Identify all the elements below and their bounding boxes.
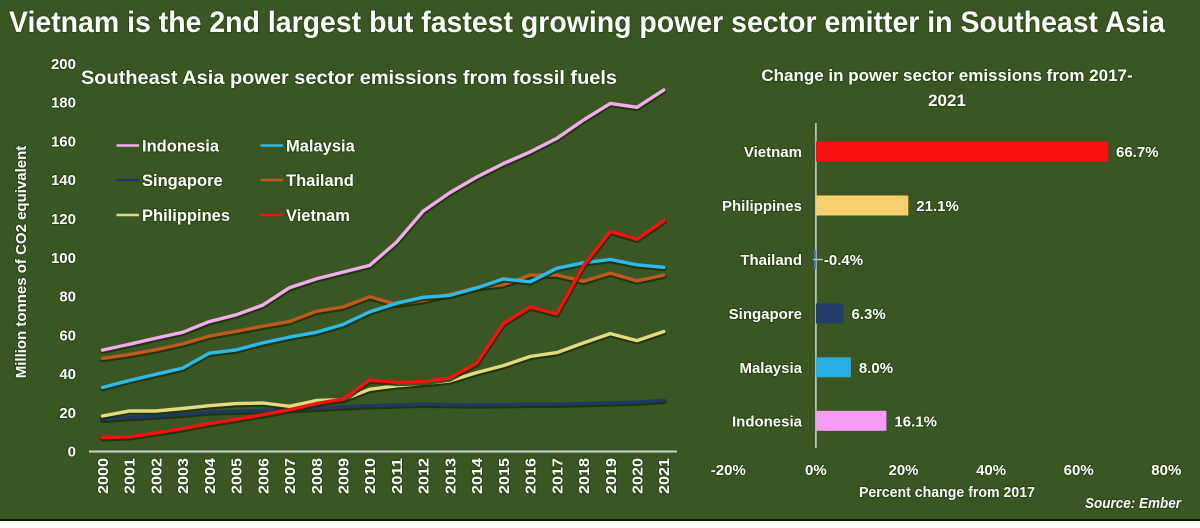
svg-text:60%: 60%: [1064, 462, 1094, 479]
svg-text:2021: 2021: [928, 91, 966, 110]
svg-text:2017: 2017: [549, 458, 566, 494]
svg-text:-20%: -20%: [711, 462, 746, 479]
svg-text:80%: 80%: [1151, 462, 1181, 479]
svg-text:2007: 2007: [282, 458, 299, 494]
svg-text:Vietnam: Vietnam: [744, 144, 802, 161]
svg-text:Source: Ember: Source: Ember: [1085, 495, 1182, 512]
svg-text:200: 200: [51, 56, 76, 73]
svg-text:2005: 2005: [229, 458, 246, 494]
svg-text:2008: 2008: [309, 458, 326, 494]
svg-text:20: 20: [59, 405, 76, 422]
svg-text:16.1%: 16.1%: [894, 414, 937, 431]
svg-text:Million tonnes of CO2 equivale: Million tonnes of CO2 equivalent: [13, 146, 30, 379]
svg-text:Percent change from 2017: Percent change from 2017: [859, 484, 1035, 501]
svg-text:Thailand: Thailand: [286, 172, 354, 190]
svg-text:2012: 2012: [416, 458, 433, 494]
svg-text:160: 160: [51, 134, 76, 151]
svg-text:Southeast Asia power sector em: Southeast Asia power sector emissions fr…: [81, 68, 617, 89]
svg-text:Philippines: Philippines: [142, 207, 230, 225]
svg-text:2020: 2020: [630, 458, 647, 494]
svg-text:Indonesia: Indonesia: [142, 138, 220, 156]
svg-text:20%: 20%: [888, 462, 918, 479]
svg-text:Thailand: Thailand: [740, 252, 802, 269]
svg-text:180: 180: [51, 95, 76, 112]
svg-text:40: 40: [59, 366, 76, 383]
svg-text:Malaysia: Malaysia: [739, 360, 802, 377]
svg-text:Malaysia: Malaysia: [286, 138, 356, 156]
svg-text:2000: 2000: [95, 458, 112, 494]
svg-text:Philippines: Philippines: [722, 198, 802, 215]
svg-text:100: 100: [51, 250, 76, 267]
svg-text:2006: 2006: [255, 458, 272, 494]
svg-text:2021: 2021: [656, 458, 673, 494]
svg-text:Indonesia: Indonesia: [732, 414, 803, 431]
svg-text:2002: 2002: [148, 458, 165, 494]
svg-text:2001: 2001: [122, 458, 139, 494]
svg-text:66.7%: 66.7%: [1116, 144, 1159, 161]
svg-text:Singapore: Singapore: [142, 172, 223, 190]
svg-text:140: 140: [51, 172, 76, 189]
svg-text:Vietnam: Vietnam: [286, 207, 350, 225]
svg-text:0%: 0%: [805, 462, 827, 479]
svg-text:2011: 2011: [389, 458, 406, 494]
svg-text:2014: 2014: [469, 457, 486, 494]
svg-text:Vietnam is the 2nd largest but: Vietnam is the 2nd largest but fastest g…: [9, 6, 1165, 39]
svg-text:8.0%: 8.0%: [859, 360, 893, 377]
svg-text:2010: 2010: [362, 458, 379, 494]
svg-text:Singapore: Singapore: [729, 306, 802, 323]
svg-text:2004: 2004: [202, 457, 219, 494]
svg-text:2018: 2018: [576, 458, 593, 494]
svg-text:120: 120: [51, 211, 76, 228]
svg-text:21.1%: 21.1%: [916, 198, 959, 215]
svg-text:0: 0: [68, 444, 76, 461]
svg-text:60: 60: [59, 327, 76, 344]
svg-text:2013: 2013: [442, 458, 459, 494]
svg-text:80: 80: [59, 289, 76, 306]
svg-text:-0.4%: -0.4%: [824, 252, 863, 269]
svg-text:2009: 2009: [336, 458, 353, 494]
svg-text:2003: 2003: [175, 458, 192, 494]
svg-text:2016: 2016: [523, 458, 540, 494]
svg-text:2015: 2015: [496, 458, 513, 494]
svg-text:2019: 2019: [603, 458, 620, 494]
svg-text:40%: 40%: [976, 462, 1006, 479]
svg-text:Change in power sector emissio: Change in power sector emissions from 20…: [761, 66, 1132, 85]
svg-text:6.3%: 6.3%: [852, 306, 886, 323]
